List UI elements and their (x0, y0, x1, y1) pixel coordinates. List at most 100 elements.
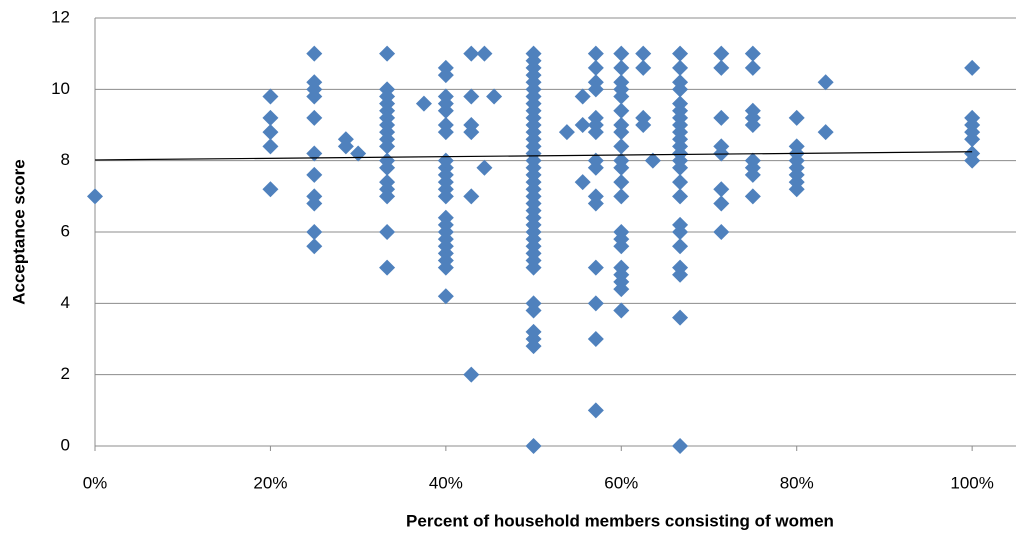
point (306, 166, 323, 183)
point (574, 117, 591, 133)
point (587, 59, 604, 76)
point (672, 309, 689, 326)
point (672, 174, 689, 191)
point (379, 138, 396, 155)
point (463, 188, 480, 205)
point (337, 138, 354, 155)
point (613, 88, 630, 105)
point (486, 88, 503, 105)
point (262, 124, 279, 141)
point (379, 224, 396, 240)
point (635, 45, 652, 62)
point (306, 195, 323, 212)
point (306, 224, 323, 240)
point (744, 59, 761, 76)
point (87, 188, 103, 205)
point (613, 281, 630, 298)
point (635, 59, 652, 76)
point (672, 81, 689, 98)
point (463, 366, 480, 383)
point (964, 131, 981, 148)
y-tick-label: 6 (61, 221, 70, 240)
point (672, 159, 689, 176)
x-axis-title: Percent of household members consisting … (406, 511, 834, 530)
point (744, 117, 761, 133)
point (587, 295, 604, 312)
y-axis-title: Acceptance score (9, 159, 28, 305)
x-tick-label: 60% (604, 473, 638, 492)
point (613, 102, 630, 119)
point (613, 45, 630, 62)
point (672, 188, 689, 205)
x-tick-label: 40% (429, 473, 463, 492)
point (262, 181, 279, 198)
point (587, 195, 604, 212)
point (613, 59, 630, 76)
point (379, 45, 396, 62)
point (613, 174, 630, 191)
point (437, 124, 454, 141)
point (262, 88, 279, 105)
point (964, 152, 981, 169)
point (788, 109, 805, 126)
y-tick-label: 0 (61, 435, 70, 454)
point (613, 302, 630, 319)
point (713, 224, 730, 240)
trendline (94, 151, 973, 161)
point (525, 338, 542, 355)
point (713, 109, 730, 126)
point (672, 238, 689, 255)
point (476, 45, 493, 62)
x-tick-label: 0% (83, 473, 108, 492)
x-tick-label: 100% (950, 473, 993, 492)
point (525, 438, 542, 454)
point (713, 195, 730, 212)
point (463, 45, 480, 62)
point (672, 224, 689, 240)
point (262, 138, 279, 155)
point (437, 102, 454, 119)
point (379, 159, 396, 176)
point (558, 124, 575, 141)
point (817, 74, 834, 91)
point (574, 88, 591, 105)
point (306, 88, 323, 105)
point (713, 45, 730, 62)
point (437, 188, 454, 205)
y-tick-label: 12 (51, 7, 70, 26)
point (587, 45, 604, 62)
point (379, 188, 396, 205)
x-tick-label: 80% (780, 473, 814, 492)
point (463, 88, 480, 105)
point (817, 124, 834, 141)
y-tick-label: 4 (61, 293, 70, 312)
point (587, 124, 604, 141)
point (350, 145, 367, 162)
point (635, 117, 652, 133)
point (744, 45, 761, 62)
point (379, 259, 396, 276)
point (437, 67, 454, 84)
point (613, 138, 630, 155)
point (713, 59, 730, 76)
point (587, 81, 604, 98)
point (744, 188, 761, 205)
point (744, 166, 761, 183)
point (306, 109, 323, 126)
point (306, 45, 323, 62)
y-tick-label: 10 (51, 79, 70, 98)
point (672, 266, 689, 283)
x-tick-label: 20% (253, 473, 287, 492)
y-tick-label: 2 (61, 364, 70, 383)
point (437, 259, 454, 276)
point (613, 188, 630, 205)
point (415, 95, 432, 112)
point (476, 159, 493, 176)
y-tick-label: 8 (61, 150, 70, 169)
point (644, 152, 661, 169)
point (672, 438, 689, 454)
point (587, 331, 604, 347)
point (262, 109, 279, 126)
point (463, 124, 480, 141)
